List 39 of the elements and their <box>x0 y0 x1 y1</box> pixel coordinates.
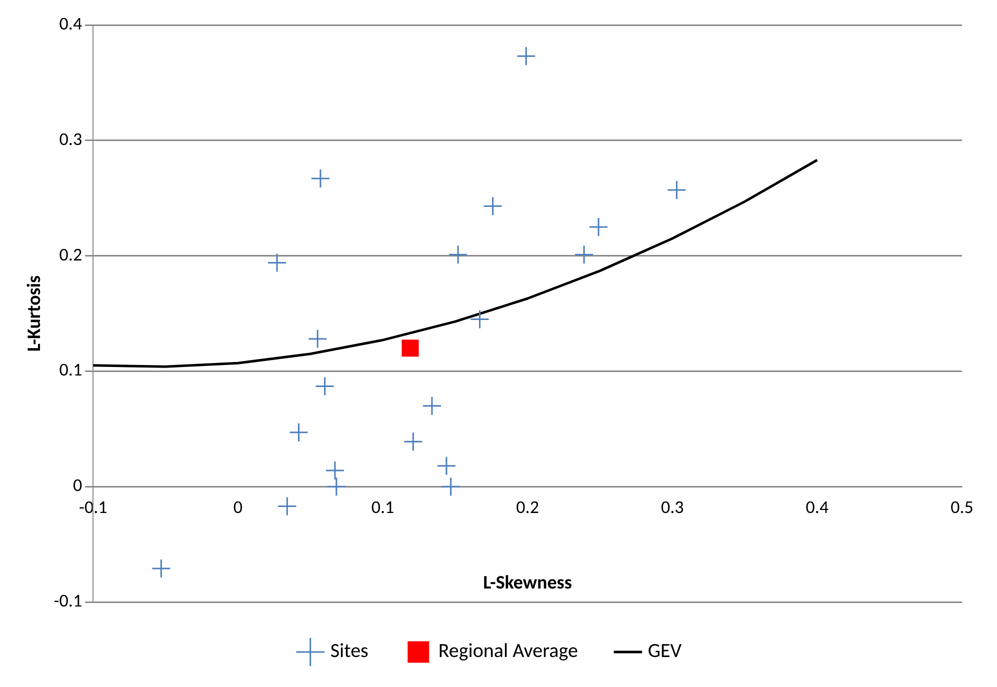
y-tick-label: 0.4 <box>59 12 82 34</box>
point <box>483 196 503 216</box>
point <box>470 310 490 330</box>
point <box>151 558 171 578</box>
point <box>325 460 345 480</box>
x-tick-label: 0.4 <box>806 496 829 518</box>
point <box>516 46 536 66</box>
x-tick-label: 0.2 <box>516 496 539 518</box>
point <box>288 422 308 442</box>
point <box>448 244 468 264</box>
point <box>441 476 461 496</box>
x-tick-label: 0 <box>233 496 242 518</box>
x-axis-title: L-Skewness <box>483 571 572 594</box>
point <box>666 180 686 200</box>
point <box>326 476 346 496</box>
point <box>310 168 330 188</box>
point <box>315 376 335 396</box>
x-tick-label: 0.1 <box>371 496 394 518</box>
point <box>574 244 594 264</box>
point <box>588 217 608 237</box>
point <box>308 329 328 349</box>
point <box>436 456 456 476</box>
legend-label: GEV <box>648 639 682 663</box>
y-tick-label: 0.1 <box>59 358 82 381</box>
x-tick-label: 0.5 <box>950 496 974 518</box>
point <box>403 432 423 452</box>
legend-label: Regional Average <box>438 639 578 663</box>
legend-label: Sites <box>330 639 369 663</box>
y-tick-label: 0 <box>72 474 82 496</box>
y-axis-title: L-Kurtosis <box>23 274 46 352</box>
point <box>267 252 287 272</box>
y-tick-label: 0.2 <box>59 243 82 266</box>
point <box>402 340 419 357</box>
y-tick-label: 0.3 <box>59 128 82 150</box>
point <box>422 396 442 416</box>
x-tick-label: 0.3 <box>660 496 684 518</box>
point <box>277 496 297 516</box>
y-tick-label: -0.1 <box>54 590 82 612</box>
x-tick-label: -0.1 <box>78 496 108 518</box>
